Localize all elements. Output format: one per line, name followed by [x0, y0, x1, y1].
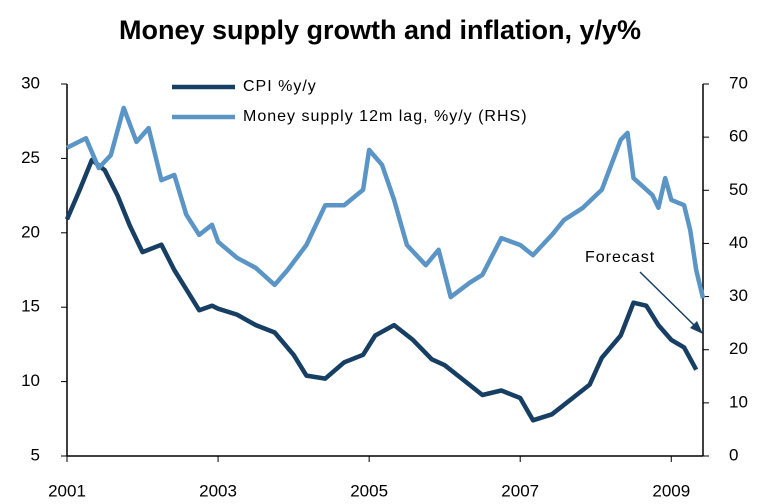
y-tick-label: 10 [21, 371, 40, 390]
y-tick-label: 5 [31, 445, 40, 464]
y2-tick-label: 50 [729, 180, 748, 199]
y-tick-label: 20 [21, 222, 40, 241]
annotation: Forecast [585, 249, 655, 266]
y2-tick-label: 70 [729, 73, 748, 92]
series-line [64, 157, 699, 423]
x-tick-label: 2009 [652, 481, 690, 500]
y2-tick-label: 30 [729, 286, 748, 305]
y2-tick-label: 40 [729, 233, 748, 252]
y2-tick-label: 20 [729, 339, 748, 358]
y2-tick-label: 0 [729, 445, 738, 464]
annotation-arrow [639, 271, 698, 329]
y-tick-label: 15 [21, 297, 40, 316]
y-tick-label: 25 [21, 148, 40, 167]
y-tick-label: 30 [21, 73, 40, 92]
arrow-head [690, 321, 703, 334]
x-tick-label: 2003 [199, 481, 237, 500]
legend-label: CPI %y/y [243, 78, 317, 95]
chart-title: Money supply growth and inflation, y/y% [119, 15, 641, 45]
x-tick-label: 2007 [501, 481, 539, 500]
series-line [65, 105, 706, 300]
y2-tick-label: 10 [729, 392, 748, 411]
x-tick-label: 2005 [350, 481, 388, 500]
x-tick-label: 2001 [48, 481, 86, 500]
y2-tick-label: 60 [729, 127, 748, 146]
legend-label: Money supply 12m lag, %y/y (RHS) [243, 108, 528, 125]
